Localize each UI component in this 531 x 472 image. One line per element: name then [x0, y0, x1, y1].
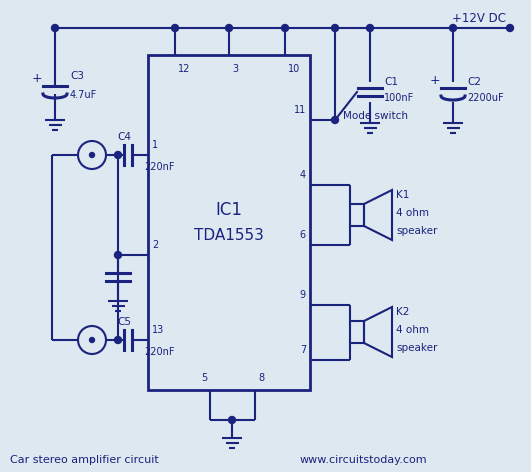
Circle shape	[450, 25, 457, 32]
Text: 10: 10	[288, 64, 300, 74]
Text: 4.7uF: 4.7uF	[70, 90, 97, 100]
Circle shape	[115, 252, 122, 259]
Text: IC1: IC1	[216, 201, 243, 219]
Circle shape	[331, 117, 338, 124]
Text: K2: K2	[396, 307, 409, 317]
Circle shape	[90, 337, 95, 343]
Text: 220nF: 220nF	[144, 347, 175, 357]
Bar	[148, 55, 310, 390]
Text: 1: 1	[152, 140, 158, 150]
Text: C1: C1	[384, 77, 398, 87]
Text: +12V DC: +12V DC	[452, 11, 506, 25]
Text: speaker: speaker	[396, 226, 438, 236]
Circle shape	[90, 152, 95, 158]
Text: 3: 3	[232, 64, 238, 74]
Text: Car stereo amplifier circuit: Car stereo amplifier circuit	[10, 455, 159, 465]
Text: 5: 5	[201, 373, 207, 383]
Circle shape	[281, 25, 288, 32]
Text: +: +	[32, 71, 42, 84]
Circle shape	[331, 25, 338, 32]
Text: Mode switch: Mode switch	[343, 111, 408, 121]
Circle shape	[115, 337, 122, 344]
Text: speaker: speaker	[396, 343, 438, 353]
Text: 12: 12	[178, 64, 191, 74]
Text: 4 ohm: 4 ohm	[396, 208, 429, 218]
Text: C5: C5	[117, 317, 131, 327]
Text: TDA1553: TDA1553	[194, 228, 264, 243]
Text: 11: 11	[294, 105, 306, 115]
Text: 4: 4	[300, 170, 306, 180]
Circle shape	[172, 25, 178, 32]
Text: 220nF: 220nF	[144, 162, 175, 172]
Text: C3: C3	[70, 71, 84, 81]
Text: 7: 7	[300, 345, 306, 355]
Text: C4: C4	[117, 132, 131, 142]
Text: www.circuitstoday.com: www.circuitstoday.com	[300, 455, 427, 465]
Text: C2: C2	[467, 77, 481, 87]
Circle shape	[507, 25, 513, 32]
Text: 8: 8	[258, 373, 264, 383]
Text: +: +	[430, 74, 440, 86]
Text: 4 ohm: 4 ohm	[396, 325, 429, 335]
Circle shape	[115, 152, 122, 159]
Text: K1: K1	[396, 190, 409, 200]
Text: 100nF: 100nF	[384, 93, 414, 103]
Circle shape	[52, 25, 58, 32]
Text: 2200uF: 2200uF	[467, 93, 503, 103]
Text: 9: 9	[300, 290, 306, 300]
Circle shape	[226, 25, 233, 32]
Text: 13: 13	[152, 325, 164, 335]
Text: 2: 2	[152, 240, 158, 250]
Text: 6: 6	[300, 230, 306, 240]
Circle shape	[366, 25, 373, 32]
Circle shape	[228, 416, 236, 423]
